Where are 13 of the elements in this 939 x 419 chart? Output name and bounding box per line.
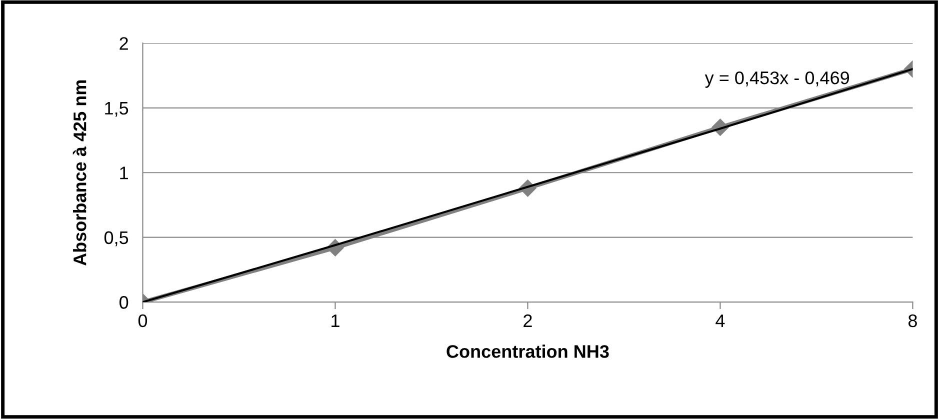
x-tick-label: 0 (138, 314, 148, 328)
x-tick-label: 1 (332, 314, 340, 327)
y-tick-label: 2 (120, 37, 128, 50)
x-tick-label: 2 (524, 314, 532, 327)
x-axis-title: Concentration NH3 (446, 344, 609, 358)
y-tick-label: 1,5 (105, 102, 128, 117)
y-tick-label: 0,5 (104, 231, 128, 246)
x-tick-label: 8 (908, 314, 917, 328)
y-tick-label: 1 (120, 166, 128, 180)
y-tick-label: 0 (120, 296, 128, 309)
annotation: y = 0,453x - 0,469 (704, 71, 849, 88)
y-axis-title: Absorbance à 425 nm (72, 80, 86, 266)
x-tick-label: 4 (716, 314, 725, 327)
